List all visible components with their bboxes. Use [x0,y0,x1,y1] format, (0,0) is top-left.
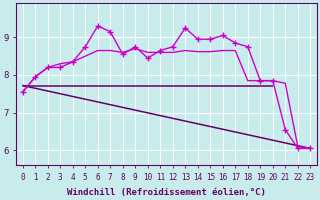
X-axis label: Windchill (Refroidissement éolien,°C): Windchill (Refroidissement éolien,°C) [67,188,266,197]
